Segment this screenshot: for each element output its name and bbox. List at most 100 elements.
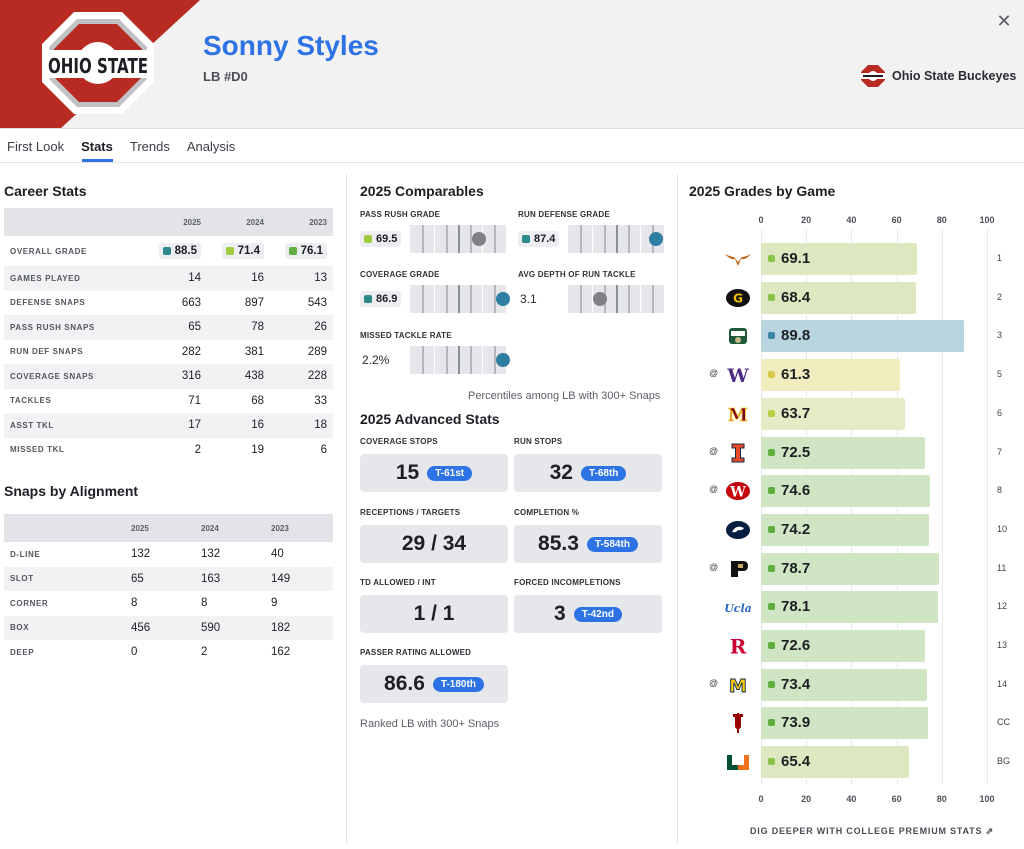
percentile-tick xyxy=(458,346,460,374)
away-marker: @ xyxy=(709,445,719,456)
ohio-state-logo-icon: OHIO STATE xyxy=(42,12,154,114)
adv-receptions-targets: RECEPTIONS / TARGETS 29 / 34 xyxy=(360,508,510,563)
grade-number: 78.1 xyxy=(781,598,811,616)
game-row[interactable]: @78.7 11 xyxy=(700,550,1020,588)
player-position: LB #D0 xyxy=(203,69,248,84)
grade-bar xyxy=(761,630,926,662)
axis-tick-label: 40 xyxy=(846,794,857,804)
adv-completion-pct: COMPLETION % 85.3 T-584th xyxy=(514,508,664,563)
table-row: GAMES PLAYED 14 16 13 xyxy=(4,266,333,291)
percentile-tick xyxy=(592,285,593,313)
game-row[interactable]: Ucla 78.1 12 xyxy=(700,588,1020,626)
tab-stats[interactable]: Stats xyxy=(74,129,123,162)
tab-first-look[interactable]: First Look xyxy=(7,139,65,154)
comparable-label: PASS RUSH GRADE xyxy=(360,210,441,219)
percentile-track xyxy=(410,225,506,253)
grade-dot xyxy=(768,642,775,649)
premium-stats-link[interactable]: DIG DEEPER WITH COLLEGE PREMIUM STATS ⇗ xyxy=(750,826,994,836)
table-row: OVERALL GRADE 88.5 71.4 76.1 xyxy=(4,236,333,266)
axis-tick-label: 40 xyxy=(846,215,857,225)
close-icon[interactable]: ✕ xyxy=(996,11,1012,31)
cell: 456 xyxy=(131,615,201,640)
cell: 590 xyxy=(201,615,271,640)
year-header: 2025 xyxy=(144,208,207,236)
penn-state-lion-icon xyxy=(724,520,752,540)
grade-number: 69.1 xyxy=(781,250,811,267)
table-row: DEEP 0 2 162 xyxy=(4,640,333,665)
grade-value: 68.4 xyxy=(768,289,810,306)
row-label: OVERALL GRADE xyxy=(10,246,87,256)
game-row[interactable]: @ W 74.6 8 xyxy=(700,472,1020,510)
row-label: SLOT xyxy=(4,566,131,591)
game-row[interactable]: G 68.4 2 xyxy=(700,279,1020,317)
percentile-tick xyxy=(604,225,606,253)
game-week-label: 13 xyxy=(997,640,1008,650)
svg-text:M: M xyxy=(729,676,747,695)
percentile-tick xyxy=(458,285,460,313)
game-row[interactable]: 89.8 3 xyxy=(700,317,1020,355)
grade-number: 74.2 xyxy=(781,520,811,538)
column-divider xyxy=(677,174,678,844)
game-row[interactable]: R 72.6 13 xyxy=(700,627,1020,665)
percentile-tick xyxy=(422,225,424,253)
game-row[interactable]: @ W 61.3 5 xyxy=(700,356,1020,394)
percentile-tick xyxy=(652,285,654,313)
adv-value: 29 / 34 xyxy=(401,532,467,555)
cell: 663 xyxy=(181,296,201,309)
game-week-label: 11 xyxy=(997,562,1007,573)
wisconsin-w-icon: W xyxy=(724,481,752,501)
comparable-value: 3.1 xyxy=(520,292,537,306)
tab-analysis[interactable]: Analysis xyxy=(186,139,236,154)
percentile-track xyxy=(568,225,664,253)
table-row: TACKLES 71 68 33 xyxy=(4,389,333,414)
game-row[interactable]: 69.1 1 xyxy=(700,240,1020,278)
grade-bar xyxy=(761,552,939,585)
table-row: SLOT 65 163 149 xyxy=(4,566,333,591)
table-header-row: 2025 2024 2023 xyxy=(4,514,333,542)
cell: 2 xyxy=(201,646,208,659)
game-week-label: 10 xyxy=(997,523,1008,534)
percentile-marker xyxy=(592,292,607,306)
game-row[interactable]: 74.2 10 xyxy=(700,511,1020,549)
adv-label: RUN STOPS xyxy=(514,437,563,446)
grade-dot xyxy=(768,409,775,417)
grambling-g-icon: G xyxy=(724,288,752,308)
grade-badge: 69.5 xyxy=(360,231,402,247)
grade-value: 72.5 xyxy=(768,444,810,461)
rank-badge: T-68th xyxy=(580,465,627,481)
adv-coverage-stops: COVERAGE STOPS 15 T-61st xyxy=(360,437,510,492)
cell: 289 xyxy=(307,345,327,358)
percentile-track xyxy=(410,346,511,374)
game-row[interactable]: @72.5 7 xyxy=(700,434,1020,472)
tab-trends[interactable]: Trends xyxy=(129,139,170,154)
game-row[interactable]: @ M 73.4 14 xyxy=(700,666,1020,704)
game-week-label: 7 xyxy=(997,446,1003,457)
grade-dot xyxy=(768,255,775,262)
row-label: COVERAGE SNAPS xyxy=(4,364,144,389)
axis-tick-label: 80 xyxy=(936,215,947,225)
profile-header: OHIO STATE Sonny Styles LB #D0 ✕ Ohio St… xyxy=(0,0,1024,129)
axis-tick-label: 20 xyxy=(801,794,812,804)
game-week-label: CC xyxy=(997,717,1010,728)
cell: 40 xyxy=(271,548,284,561)
external-link-icon: ⇗ xyxy=(985,826,994,836)
game-row[interactable]: 73.9 CC xyxy=(700,704,1020,742)
percentile-tick xyxy=(446,285,448,313)
ohio-state-small-logo-icon xyxy=(861,65,885,87)
grade-dot xyxy=(768,680,775,688)
team-link[interactable]: Ohio State Buckeyes xyxy=(860,64,1016,88)
grid-line xyxy=(987,230,988,784)
grade-dot xyxy=(768,332,775,340)
game-week-label: 3 xyxy=(997,330,1003,341)
cell: 282 xyxy=(181,345,201,358)
row-label: BOX xyxy=(4,615,131,640)
ohio-bobcats-icon xyxy=(724,326,752,346)
rank-badge: T-584th xyxy=(586,536,638,552)
game-row[interactable]: 65.4 BG xyxy=(700,743,1020,781)
comparable-label: MISSED TACKLE RATE xyxy=(360,331,452,340)
percentile-tick xyxy=(494,285,496,313)
grid-line xyxy=(941,230,943,784)
game-row[interactable]: M 63.7 6 xyxy=(700,395,1020,433)
percentile-tick xyxy=(494,225,496,253)
advanced-title: 2025 Advanced Stats xyxy=(360,411,500,427)
